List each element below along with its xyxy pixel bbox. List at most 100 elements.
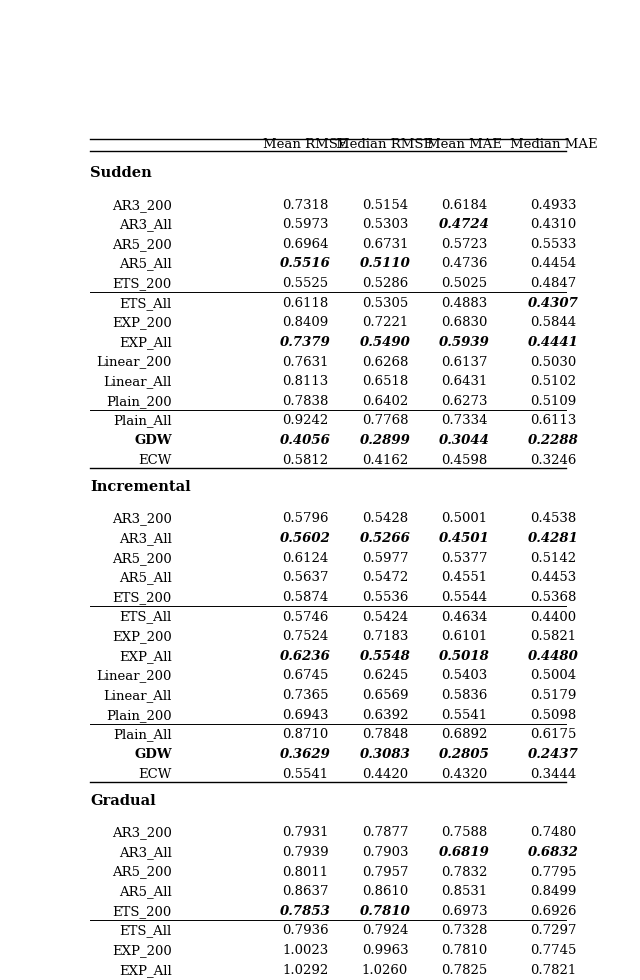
Text: 0.7480: 0.7480 — [531, 826, 577, 839]
Text: 0.5102: 0.5102 — [531, 375, 577, 388]
Text: 0.4847: 0.4847 — [531, 277, 577, 290]
Text: 0.5821: 0.5821 — [531, 630, 577, 643]
Text: 0.8610: 0.8610 — [362, 885, 408, 899]
Text: 1.0023: 1.0023 — [282, 944, 329, 957]
Text: 0.6175: 0.6175 — [531, 728, 577, 741]
Text: 0.4056: 0.4056 — [280, 434, 331, 447]
Text: AR3_All: AR3_All — [119, 532, 172, 545]
Text: 0.7183: 0.7183 — [362, 630, 408, 643]
Text: 0.9242: 0.9242 — [282, 415, 329, 427]
Text: 0.7877: 0.7877 — [362, 826, 408, 839]
Text: 0.6101: 0.6101 — [441, 630, 488, 643]
Text: 0.7821: 0.7821 — [531, 963, 577, 977]
Text: 0.7838: 0.7838 — [282, 395, 329, 408]
Text: 0.7334: 0.7334 — [441, 415, 488, 427]
Text: 0.4453: 0.4453 — [531, 571, 577, 584]
Text: 0.7848: 0.7848 — [362, 728, 408, 741]
Text: Mean MAE: Mean MAE — [427, 137, 502, 151]
Text: Gradual: Gradual — [90, 794, 156, 808]
Text: 0.4933: 0.4933 — [531, 199, 577, 212]
Text: 0.5812: 0.5812 — [283, 454, 329, 466]
Text: 0.5154: 0.5154 — [362, 199, 408, 212]
Text: 0.5541: 0.5541 — [283, 767, 329, 780]
Text: 0.5490: 0.5490 — [360, 336, 410, 349]
Text: 0.5836: 0.5836 — [441, 689, 488, 702]
Text: 0.6518: 0.6518 — [362, 375, 408, 388]
Text: 0.6926: 0.6926 — [531, 905, 577, 918]
Text: Plain_All: Plain_All — [113, 415, 172, 427]
Text: 0.7745: 0.7745 — [531, 944, 577, 957]
Text: 0.3083: 0.3083 — [360, 748, 410, 760]
Text: 0.7524: 0.7524 — [282, 630, 329, 643]
Text: 0.7588: 0.7588 — [441, 826, 488, 839]
Text: 0.3044: 0.3044 — [439, 434, 490, 447]
Text: 0.5303: 0.5303 — [362, 219, 408, 231]
Text: AR5_All: AR5_All — [119, 258, 172, 270]
Text: Median RMSE: Median RMSE — [337, 137, 434, 151]
Text: Incremental: Incremental — [90, 480, 191, 494]
Text: Mean RMSE: Mean RMSE — [264, 137, 348, 151]
Text: 0.7936: 0.7936 — [282, 924, 329, 938]
Text: 0.5746: 0.5746 — [282, 611, 329, 623]
Text: 0.6973: 0.6973 — [441, 905, 488, 918]
Text: 0.7795: 0.7795 — [531, 865, 577, 879]
Text: 0.5525: 0.5525 — [283, 277, 329, 290]
Text: 0.5973: 0.5973 — [282, 219, 329, 231]
Text: 0.4281: 0.4281 — [528, 532, 579, 545]
Text: 0.4480: 0.4480 — [528, 650, 579, 662]
Text: 0.4420: 0.4420 — [362, 767, 408, 780]
Text: 0.4634: 0.4634 — [441, 611, 488, 623]
Text: 0.6731: 0.6731 — [362, 238, 408, 251]
Text: AR3_All: AR3_All — [119, 846, 172, 858]
Text: 0.4501: 0.4501 — [439, 532, 490, 545]
Text: 0.8499: 0.8499 — [531, 885, 577, 899]
Text: 0.5428: 0.5428 — [362, 513, 408, 525]
Text: EXP_All: EXP_All — [119, 963, 172, 977]
Text: 0.5723: 0.5723 — [441, 238, 488, 251]
Text: Plain_200: Plain_200 — [106, 395, 172, 408]
Text: Sudden: Sudden — [90, 167, 152, 180]
Text: 0.6118: 0.6118 — [282, 297, 329, 310]
Text: 0.6431: 0.6431 — [441, 375, 488, 388]
Text: 0.6892: 0.6892 — [441, 728, 488, 741]
Text: 0.2437: 0.2437 — [528, 748, 579, 760]
Text: 0.3246: 0.3246 — [531, 454, 577, 466]
Text: 0.6268: 0.6268 — [362, 356, 408, 368]
Text: ECW: ECW — [138, 767, 172, 780]
Text: EXP_All: EXP_All — [119, 336, 172, 349]
Text: 0.5001: 0.5001 — [442, 513, 488, 525]
Text: AR5_200: AR5_200 — [112, 552, 172, 564]
Text: EXP_200: EXP_200 — [112, 944, 172, 957]
Text: ECW: ECW — [138, 454, 172, 466]
Text: AR3_200: AR3_200 — [112, 826, 172, 839]
Text: 0.4454: 0.4454 — [531, 258, 577, 270]
Text: 0.6745: 0.6745 — [282, 669, 329, 682]
Text: AR3_All: AR3_All — [119, 219, 172, 231]
Text: 0.5109: 0.5109 — [531, 395, 577, 408]
Text: AR5_200: AR5_200 — [112, 238, 172, 251]
Text: 0.5541: 0.5541 — [442, 709, 488, 721]
Text: 0.7297: 0.7297 — [531, 924, 577, 938]
Text: 0.5266: 0.5266 — [360, 532, 410, 545]
Text: 0.6124: 0.6124 — [282, 552, 329, 564]
Text: 0.6569: 0.6569 — [362, 689, 408, 702]
Text: 0.7924: 0.7924 — [362, 924, 408, 938]
Text: 0.6236: 0.6236 — [280, 650, 331, 662]
Text: 0.8113: 0.8113 — [282, 375, 329, 388]
Text: 0.6137: 0.6137 — [441, 356, 488, 368]
Text: 0.4736: 0.4736 — [441, 258, 488, 270]
Text: 0.5533: 0.5533 — [531, 238, 577, 251]
Text: 0.4598: 0.4598 — [441, 454, 488, 466]
Text: 0.4724: 0.4724 — [439, 219, 490, 231]
Text: Plain_All: Plain_All — [113, 728, 172, 741]
Text: 0.3444: 0.3444 — [531, 767, 577, 780]
Text: 0.4551: 0.4551 — [442, 571, 488, 584]
Text: 0.7768: 0.7768 — [362, 415, 408, 427]
Text: 0.7931: 0.7931 — [282, 826, 329, 839]
Text: 0.7810: 0.7810 — [441, 944, 488, 957]
Text: 0.5098: 0.5098 — [531, 709, 577, 721]
Text: ETS_All: ETS_All — [120, 924, 172, 938]
Text: 0.4162: 0.4162 — [362, 454, 408, 466]
Text: Linear_All: Linear_All — [104, 375, 172, 388]
Text: AR5_All: AR5_All — [119, 571, 172, 584]
